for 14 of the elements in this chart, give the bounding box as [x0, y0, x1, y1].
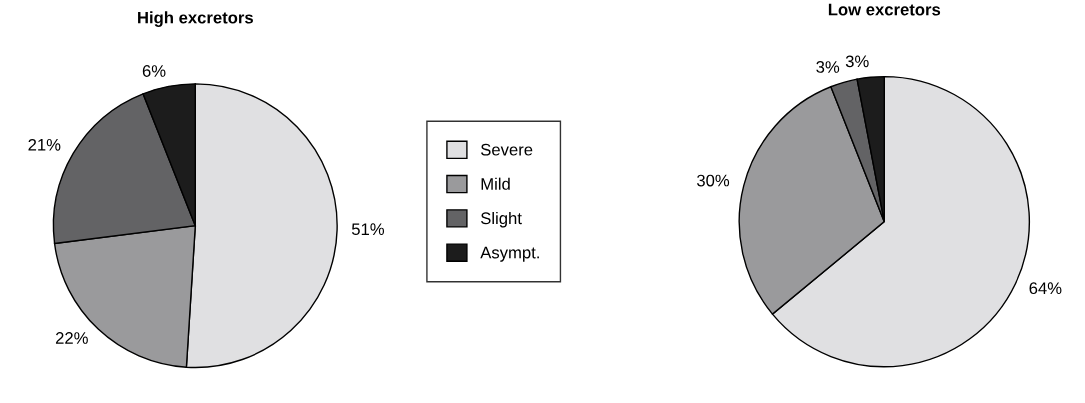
data-label: 64%	[1029, 282, 1062, 295]
chart-title: High excretors	[138, 11, 253, 27]
data-label: 3%	[816, 61, 840, 73]
data-label: 30%	[696, 174, 730, 187]
chart-title: Low excretors	[828, 3, 941, 16]
legend-label: Severe	[481, 143, 533, 156]
data-label: 51%	[351, 223, 385, 236]
legend-label: Mild	[481, 177, 510, 190]
legend-label: Slight	[481, 211, 522, 228]
data-label: 6%	[142, 65, 166, 77]
data-label: 3%	[845, 55, 869, 68]
data-label: 22%	[55, 332, 88, 344]
data-label: 21%	[28, 138, 61, 151]
legend-label: Asympt.	[480, 246, 539, 262]
